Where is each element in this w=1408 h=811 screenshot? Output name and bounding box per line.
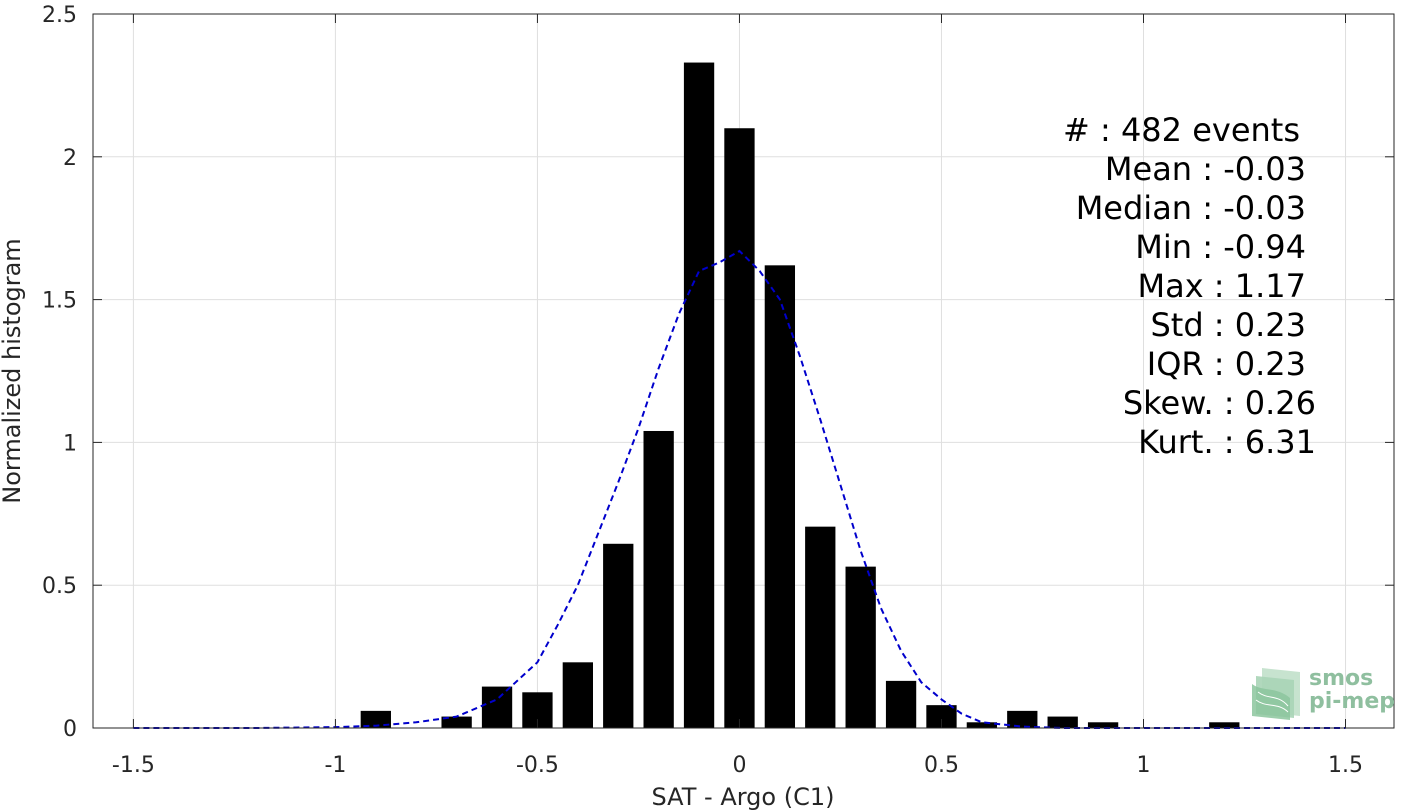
stat-skew: Skew. : 0.26 (1123, 384, 1316, 422)
histogram-bar (441, 716, 472, 728)
histogram-bar (603, 543, 634, 728)
stat-iqr: IQR : 0.23 (1147, 345, 1306, 383)
stat-min: Min : -0.94 (1135, 228, 1306, 266)
histogram-bar (481, 686, 513, 728)
y-tick-label: 0 (63, 717, 77, 742)
histogram-bar (966, 722, 998, 728)
histogram-bar (1047, 716, 1078, 728)
y-tick-label: 0.5 (42, 574, 77, 599)
histogram-bar (885, 680, 917, 728)
stats-annotation: # : 482 events Mean : -0.03 Median : -0.… (1063, 111, 1316, 461)
logo-icon (1252, 668, 1300, 720)
x-tick-label: 1.5 (1328, 753, 1363, 778)
histogram-bar (805, 526, 836, 728)
stat-kurt: Kurt. : 6.31 (1138, 423, 1316, 461)
stat-median: Median : -0.03 (1076, 189, 1306, 227)
smos-pimep-logo: smos pi-mep (1252, 666, 1395, 720)
histogram-bar (683, 62, 715, 728)
x-tick-label: 0.5 (924, 753, 959, 778)
histogram-bar (1087, 722, 1119, 728)
y-tick-label: 1 (63, 431, 77, 456)
axis-ticks (93, 13, 1394, 729)
x-tick-label: 0 (732, 753, 746, 778)
histogram-bar (764, 265, 796, 728)
y-tick-label: 2.5 (42, 3, 77, 28)
histogram-bar (643, 430, 674, 728)
histogram-bar (724, 128, 755, 729)
stat-max: Max : 1.17 (1137, 267, 1306, 305)
fit-curve (133, 249, 1346, 729)
stat-count: # : 482 events (1063, 111, 1300, 149)
axes-box (92, 13, 1395, 729)
x-tick-label: -1 (324, 753, 346, 778)
logo-text-smos: smos (1309, 666, 1373, 691)
histogram-bar (360, 710, 391, 728)
x-tick-labels: -1.5 -1 -0.5 0 0.5 1 1.5 (112, 753, 1363, 778)
y-axis-label: Normalized histogram (0, 238, 26, 503)
y-tick-label: 1.5 (42, 289, 77, 314)
x-tick-label: -1.5 (112, 753, 155, 778)
stat-std: Std : 0.23 (1150, 306, 1306, 344)
x-axis-label: SAT - Argo (C1) (652, 783, 835, 811)
stat-mean: Mean : -0.03 (1105, 150, 1306, 188)
logo-text-pimep: pi-mep (1309, 689, 1395, 714)
histogram-bar (845, 566, 876, 728)
histogram-bar (1209, 722, 1240, 728)
y-tick-label: 2 (63, 146, 77, 171)
histogram-bar (1007, 710, 1038, 728)
x-tick-label: 1 (1136, 753, 1150, 778)
x-tick-label: -0.5 (516, 753, 559, 778)
histogram-bar (562, 662, 593, 728)
y-tick-labels: 0 0.5 1 1.5 2 2.5 (42, 3, 77, 742)
histogram-bar (926, 705, 957, 728)
